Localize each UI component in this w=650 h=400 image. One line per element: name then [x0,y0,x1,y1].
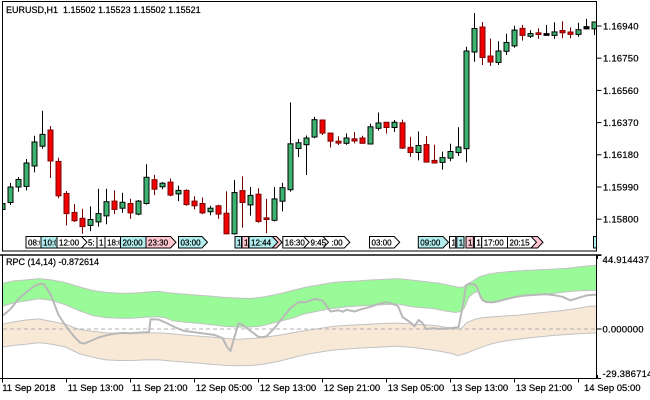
svg-text:14 Sep 05:00: 14 Sep 05:00 [584,383,641,394]
svg-text:12:44: 12:44 [251,238,272,247]
svg-text:1.16940: 1.16940 [603,21,639,32]
svg-text:13 Sep 05:00: 13 Sep 05:00 [388,383,445,394]
svg-text:1: 1 [459,238,464,247]
svg-text:44.914437: 44.914437 [603,255,650,266]
svg-text:20:15: 20:15 [510,238,531,247]
svg-text:12 Sep 21:00: 12 Sep 21:00 [324,383,381,394]
svg-text:1: 1 [468,238,473,247]
svg-text:03:00: 03:00 [372,238,393,247]
svg-text:03:00: 03:00 [181,238,202,247]
svg-text:9:45: 9:45 [311,238,327,247]
svg-text:5:: 5: [88,238,95,247]
svg-text:13 Sep 13:00: 13 Sep 13:00 [452,383,509,394]
svg-text:-29.386714: -29.386714 [603,369,650,380]
svg-text:RPC (14,14) -0.872614: RPC (14,14) -0.872614 [6,257,99,267]
svg-text:0.000000: 0.000000 [603,324,644,335]
svg-text:08:0: 08:0 [28,238,44,247]
svg-text:09:00: 09:00 [420,238,441,247]
svg-text:1.16560: 1.16560 [603,86,639,97]
svg-text:11 Sep 21:00: 11 Sep 21:00 [132,383,188,394]
svg-text:23:30: 23:30 [148,238,169,247]
svg-text:17:00: 17:00 [484,238,505,247]
svg-text:1.16180: 1.16180 [603,150,639,161]
svg-text:12:00: 12:00 [59,238,80,247]
svg-text:1: 1 [237,238,242,247]
svg-text:1: 1 [476,238,481,247]
svg-text:1: 1 [99,238,104,247]
svg-text:16:30: 16:30 [285,238,306,247]
svg-text:1: 1 [452,238,457,247]
svg-text:11 Sep 2018: 11 Sep 2018 [2,383,55,394]
svg-text:11 Sep 13:00: 11 Sep 13:00 [68,383,124,394]
svg-text:20:00: 20:00 [123,238,144,247]
svg-text:1: 1 [244,238,249,247]
svg-text:12 Sep 13:00: 12 Sep 13:00 [260,383,317,394]
svg-text:13 Sep 21:00: 13 Sep 21:00 [516,383,573,394]
svg-text:1.15990: 1.15990 [603,182,639,193]
svg-text:12 Sep 05:00: 12 Sep 05:00 [196,383,253,394]
svg-text:1.16750: 1.16750 [603,54,639,65]
svg-text:18:0: 18:0 [107,238,123,247]
svg-text::00: :00 [332,238,344,247]
svg-text:EURUSD,H1 1.15502 1.15523 1.1: EURUSD,H1 1.15502 1.15523 1.15502 1.1552… [6,5,201,15]
svg-text:1.15800: 1.15800 [603,215,639,226]
svg-text:10:0: 10:0 [43,238,59,247]
svg-text:1.16370: 1.16370 [603,118,639,129]
